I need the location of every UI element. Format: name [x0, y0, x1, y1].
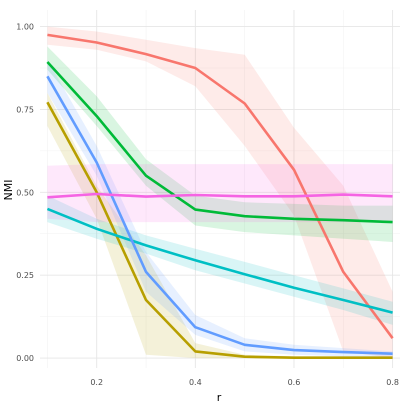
confidence-band-1	[47, 26, 393, 359]
series-line-4	[46, 207, 393, 314]
x-tick-label: 0.6	[288, 378, 301, 387]
x-axis-title: r	[217, 391, 222, 404]
y-tick-label: 1.00	[16, 23, 34, 32]
y-tick-label: 0.75	[16, 105, 34, 114]
y-tick-label: 0.25	[16, 271, 34, 280]
series-line-1	[47, 33, 394, 339]
x-tick-label: 0.8	[386, 378, 399, 387]
x-tick-label: 0.4	[189, 378, 202, 387]
series-line-3	[46, 61, 393, 224]
y-axis-title: NMI	[2, 180, 15, 201]
series-line-6	[47, 192, 393, 199]
y-tick-labels: 0.00 0.25 0.50 0.75 1.00	[16, 23, 34, 363]
confidence-band-4	[47, 195, 393, 325]
x-tick-label: 0.2	[90, 378, 103, 387]
series-line-2	[46, 101, 393, 360]
series-lines	[46, 33, 394, 360]
y-tick-label: 0.00	[16, 354, 34, 363]
series-line-5	[46, 75, 393, 355]
confidence-bands	[47, 26, 393, 359]
confidence-band-2	[47, 92, 393, 359]
confidence-band-3	[47, 46, 393, 242]
x-tick-labels: 0.2 0.4 0.6 0.8	[90, 378, 399, 387]
y-tick-label: 0.50	[16, 188, 34, 197]
confidence-band-6	[47, 164, 393, 223]
